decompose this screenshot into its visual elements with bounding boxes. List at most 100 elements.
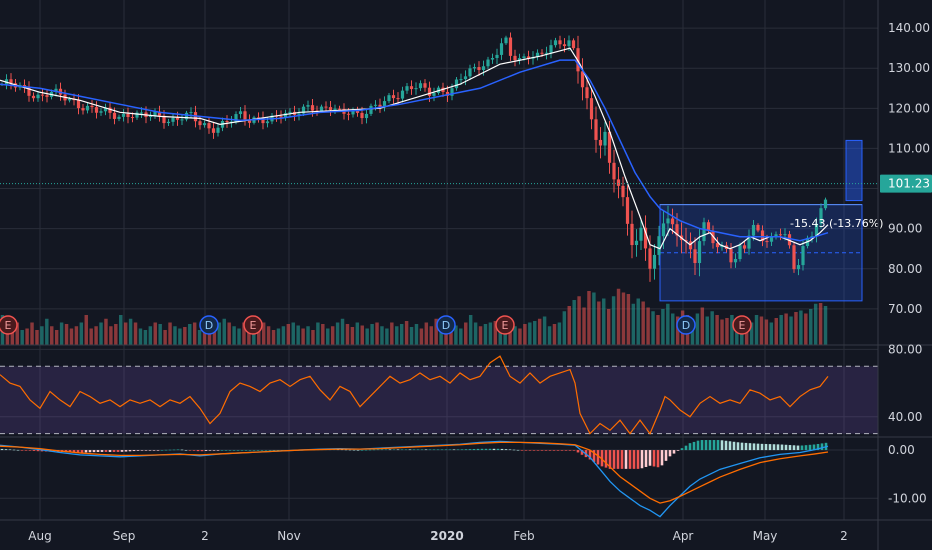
candle-body — [202, 123, 207, 126]
macd-histogram-bar — [536, 450, 540, 451]
macd-histogram-bar — [132, 450, 136, 452]
candle-body — [81, 108, 85, 111]
candle-body — [517, 58, 522, 61]
signal-line — [0, 441, 829, 504]
earnings-marker[interactable]: E — [243, 315, 263, 335]
volume-bar — [168, 322, 172, 345]
volume-bar — [178, 328, 182, 345]
macd-histogram-bar — [224, 450, 228, 451]
candle-body — [283, 113, 288, 118]
candle-body — [234, 114, 238, 122]
volume-bar — [784, 313, 788, 345]
earnings-marker[interactable]: E — [732, 315, 752, 335]
macd-histogram-bar — [800, 445, 804, 451]
volume-bar — [597, 301, 601, 345]
volume-bar — [345, 324, 350, 345]
macd-histogram-bar — [100, 450, 104, 452]
volume-bar — [429, 326, 433, 345]
volume-bar — [197, 330, 202, 345]
candle-body — [729, 248, 733, 263]
dividend-marker[interactable]: D — [436, 315, 456, 335]
volume-bar — [237, 328, 241, 345]
candle-body — [823, 199, 828, 209]
macd-histogram-bar — [688, 443, 692, 451]
dividend-marker[interactable]: D — [199, 315, 219, 335]
macd-histogram-bar — [184, 450, 188, 451]
macd-histogram-bar — [216, 450, 220, 451]
candle-body — [76, 100, 81, 109]
volume-bar — [281, 326, 286, 345]
measure-label: -15.43 (-13.76%) — [790, 217, 883, 230]
macd-histogram-bar — [248, 450, 252, 451]
candle-body — [261, 117, 265, 124]
rsi-pane[interactable] — [0, 355, 878, 435]
volume-bar — [365, 328, 369, 345]
macd-histogram-bar — [236, 450, 240, 451]
dividend-marker[interactable]: D — [676, 315, 696, 335]
macd-histogram-bar — [200, 450, 204, 452]
candle-body — [598, 139, 603, 146]
candle-body — [684, 240, 688, 242]
volume-bar — [626, 294, 631, 345]
macd-tick-label: -10.00 — [888, 491, 927, 505]
macd-histogram-bar — [20, 450, 24, 451]
candle-body — [45, 95, 49, 97]
volume-bar — [764, 319, 769, 345]
macd-histogram-bar — [232, 450, 236, 451]
candle-body — [310, 105, 315, 111]
candle-body — [535, 52, 540, 58]
time-axis[interactable]: Aug Sep 2 Nov 2020 Feb Apr May 2 — [28, 529, 848, 543]
macd-histogram-bar — [96, 450, 100, 452]
macd-histogram-bar — [560, 450, 564, 451]
volume-bar — [547, 326, 552, 345]
macd-histogram-bar — [756, 443, 760, 451]
volume-bar — [20, 330, 24, 345]
macd-histogram-bar — [196, 450, 200, 452]
volume-bar — [602, 298, 606, 345]
event-marker-circle — [732, 315, 752, 335]
volume-bar — [40, 326, 44, 345]
pane-separators[interactable] — [0, 344, 932, 521]
macd-tick-label: 0.00 — [888, 443, 915, 457]
earnings-marker[interactable]: E — [0, 315, 18, 335]
volume-bar — [311, 330, 315, 345]
macd-histogram-bar — [684, 445, 688, 451]
forecast-box[interactable] — [845, 139, 863, 202]
macd-histogram-bar — [36, 450, 40, 452]
candle-body — [333, 108, 337, 110]
volume-bar — [35, 330, 39, 345]
volume-bar — [651, 311, 655, 345]
volume-bar — [464, 322, 468, 345]
volume-bar — [370, 324, 374, 345]
candle-body — [391, 95, 396, 99]
rsi-tick-labels: 80.00 40.00 — [888, 342, 922, 423]
macd-histogram-bar — [516, 449, 520, 451]
macd-histogram-bar — [172, 449, 176, 451]
candle-body — [508, 37, 513, 56]
time-tick-label: May — [753, 529, 778, 543]
time-tick-label: Nov — [277, 529, 300, 543]
price-pane[interactable]: E D E D E D E -15.43 (-13.76%) — [0, 32, 883, 345]
macd-histogram-bar — [432, 449, 436, 451]
macd-histogram-bar — [548, 450, 552, 451]
volume-bar — [54, 330, 59, 345]
candle-body — [126, 113, 130, 118]
volume-bar — [449, 322, 453, 345]
macd-histogram-bar — [112, 450, 116, 452]
candle-body — [639, 227, 643, 241]
volume-bar — [390, 322, 394, 345]
moving-average-lines — [0, 47, 829, 250]
macd-pane[interactable] — [0, 440, 829, 518]
volume-bar — [478, 326, 483, 345]
candle-body — [243, 111, 247, 120]
candle-body — [414, 88, 418, 90]
candle-body — [621, 185, 625, 198]
macd-histogram-bar — [128, 450, 132, 452]
candle-body — [387, 95, 391, 102]
candle-body — [769, 236, 774, 242]
volume-bar — [335, 322, 340, 345]
earnings-marker[interactable]: E — [495, 315, 515, 335]
macd-histogram-bar — [784, 444, 788, 451]
